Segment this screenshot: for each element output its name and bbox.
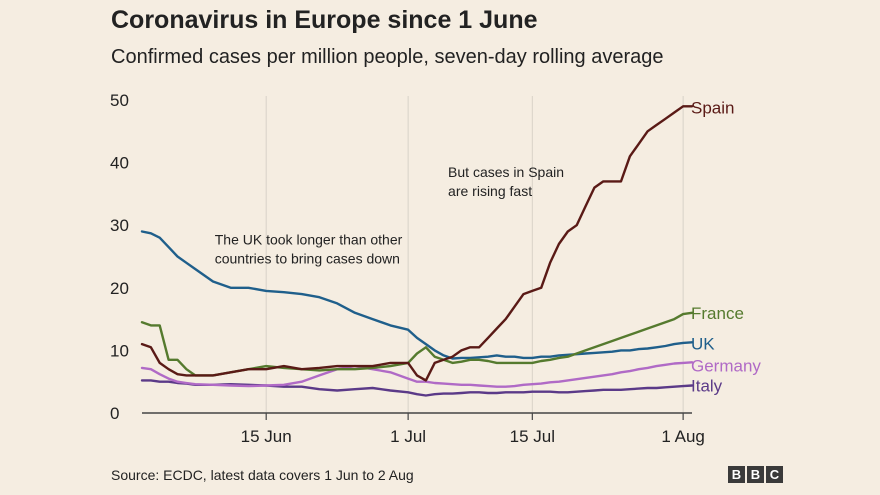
series-label-spain: Spain [691,98,734,117]
annotation-line: But cases in Spain [448,164,564,180]
x-tick-label: 15 Jun [241,427,292,446]
annotations: The UK took longer than other countries t… [215,164,564,267]
y-tick-label: 50 [110,91,129,110]
y-tick-label: 10 [110,341,129,360]
y-tick-label: 30 [110,216,129,235]
logo-letter: B [728,466,745,483]
axes: 15 Jun 1 Jul 15 Jul 1 Aug 0 10 20 30 40 50 [110,91,705,446]
annotation-line: countries to bring cases down [215,251,400,267]
y-tick-label: 40 [110,154,129,173]
series-label-germany: Germany [691,356,761,375]
series-label-italy: Italy [691,376,723,395]
series-line-italy [140,379,694,397]
chart-subtitle: Confirmed cases per million people, seve… [111,46,664,68]
source-note: Source: ECDC, latest data covers 1 Jun t… [111,467,414,483]
annotation-line: are rising fast [448,183,532,199]
y-tick-label: 0 [110,404,119,423]
x-tick-label: 1 Jul [390,427,426,446]
series-lines [140,105,694,397]
logo-letter: B [747,466,764,483]
y-tick-label: 20 [110,279,129,298]
series-line-spain [140,105,694,382]
series-label-uk: UK [691,334,715,353]
series-line-uk [140,230,694,360]
x-tick-label: 1 Aug [661,427,705,446]
bbc-logo: B B C [728,466,783,483]
series-label-france: France [691,304,744,323]
series-line-germany [140,361,694,388]
grid-lines [265,96,684,413]
annotation-text: The UK took longer than other countries t… [215,232,403,267]
chart-title: Coronavirus in Europe since 1 June [111,6,538,34]
series-line-france [140,311,694,377]
annotation-line: The UK took longer than other [215,232,403,248]
logo-letter: C [766,466,783,483]
annotation-text: But cases in Spain are rising fast [448,164,564,199]
x-tick-label: 15 Jul [510,427,555,446]
